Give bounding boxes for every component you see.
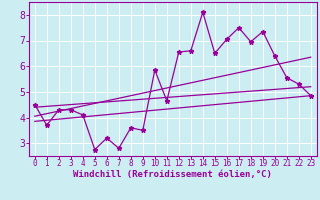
X-axis label: Windchill (Refroidissement éolien,°C): Windchill (Refroidissement éolien,°C)	[73, 170, 272, 179]
